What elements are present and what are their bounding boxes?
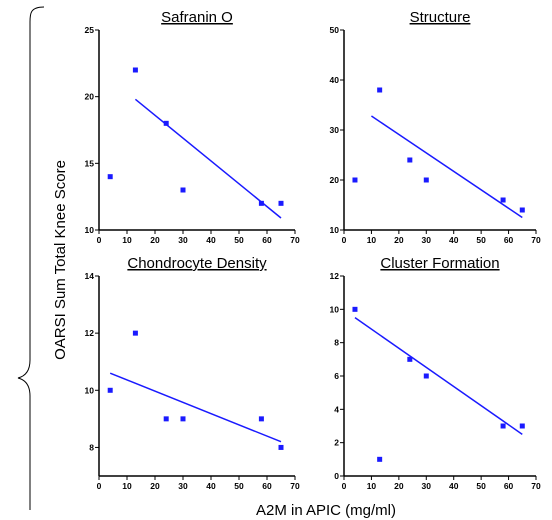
- data-point: [132, 67, 138, 73]
- y-tick-label: 20: [85, 92, 95, 102]
- x-tick-label: 30: [422, 481, 432, 491]
- x-tick-label: 10: [367, 481, 377, 491]
- data-point: [163, 416, 169, 422]
- x-tick-label: 20: [150, 481, 160, 491]
- x-tick-label: 70: [531, 481, 541, 491]
- x-tick-label: 20: [394, 235, 404, 245]
- data-point: [500, 423, 506, 429]
- data-point: [258, 200, 264, 206]
- y-tick-label: 15: [85, 158, 95, 168]
- y-tick-label: 8: [334, 338, 339, 348]
- panel-title: Chondrocyte Density: [127, 255, 267, 272]
- x-tick-label: 30: [178, 481, 188, 491]
- x-tick-label: 0: [97, 481, 102, 491]
- x-tick-label: 50: [234, 481, 244, 491]
- data-point: [407, 157, 413, 163]
- x-axis-label: A2M in APIC (mg/ml): [256, 502, 396, 519]
- x-tick-label: 20: [150, 235, 160, 245]
- y-tick-label: 0: [334, 471, 339, 481]
- x-tick-label: 0: [342, 235, 347, 245]
- panel-title: Structure: [410, 9, 471, 26]
- y-tick-label: 10: [85, 385, 95, 395]
- y-tick-label: 14: [85, 271, 95, 281]
- data-point: [352, 177, 358, 183]
- trend-line: [371, 115, 523, 219]
- x-tick-label: 60: [262, 481, 272, 491]
- x-tick-label: 0: [97, 235, 102, 245]
- data-point: [180, 416, 186, 422]
- y-tick-label: 30: [330, 125, 340, 135]
- x-tick-label: 40: [449, 235, 459, 245]
- x-tick-label: 30: [422, 235, 432, 245]
- data-point: [132, 330, 138, 336]
- trend-line: [134, 98, 282, 219]
- curly-brace: [17, 6, 45, 510]
- data-point: [500, 197, 506, 203]
- x-tick-label: 10: [367, 235, 377, 245]
- y-tick-label: 40: [330, 75, 340, 85]
- x-tick-label: 30: [178, 235, 188, 245]
- data-point: [423, 177, 429, 183]
- x-tick-label: 50: [476, 235, 486, 245]
- y-tick-label: 4: [334, 404, 339, 414]
- x-tick-label: 40: [449, 481, 459, 491]
- data-point: [278, 200, 284, 206]
- x-tick-label: 50: [234, 235, 244, 245]
- x-tick-label: 60: [504, 235, 514, 245]
- x-tick-label: 10: [122, 481, 132, 491]
- x-tick-label: 70: [531, 235, 541, 245]
- y-tick-label: 8: [89, 442, 94, 452]
- x-tick-label: 60: [504, 481, 514, 491]
- data-point: [352, 306, 358, 312]
- data-point: [519, 207, 525, 213]
- y-tick-label: 10: [330, 304, 340, 314]
- data-point: [278, 444, 284, 450]
- y-tick-label: 20: [330, 175, 340, 185]
- panels: Safranin O0 10 20 30 40 50 60 7010152025Structu…: [85, 9, 541, 491]
- y-tick-label: 10: [330, 225, 340, 235]
- data-point: [258, 416, 264, 422]
- panel-title: Safranin O: [161, 9, 233, 26]
- x-tick-label: 50: [476, 481, 486, 491]
- data-point: [107, 174, 113, 180]
- y-tick-label: 6: [334, 371, 339, 381]
- data-point: [519, 423, 525, 429]
- y-axis-label: OARSI Sum Total Knee Score: [52, 160, 69, 360]
- y-tick-label: 2: [334, 438, 339, 448]
- y-tick-label: 25: [85, 25, 95, 35]
- trend-line: [354, 317, 523, 435]
- x-tick-label: 10: [122, 235, 132, 245]
- data-point: [377, 87, 383, 93]
- y-tick-label: 50: [330, 25, 340, 35]
- data-point: [180, 187, 186, 193]
- panel-3: Chondrocyte Density 0 10 20 30 40 50 60 70 8 10 12 1…: [85, 255, 300, 491]
- data-point: [107, 387, 113, 393]
- data-point: [377, 456, 383, 462]
- x-tick-label: 60: [262, 235, 272, 245]
- data-point: [163, 120, 169, 126]
- data-point: [423, 373, 429, 379]
- y-tick-label: 10: [85, 225, 95, 235]
- trend-line: [109, 372, 282, 443]
- panel-4: Cluster Formation 0 10 20 30 40 50 60 70 0 2 4 6 8 10 1…: [330, 255, 541, 491]
- y-tick-label: 12: [85, 328, 95, 338]
- x-tick-label: 20: [394, 481, 404, 491]
- x-tick-label: 70: [290, 235, 300, 245]
- x-tick-label: 40: [206, 481, 216, 491]
- x-tick-label: 40: [206, 235, 216, 245]
- y-tick-label: 12: [330, 271, 340, 281]
- x-tick-label: 70: [290, 481, 300, 491]
- data-point: [407, 356, 413, 362]
- panel-title: Cluster Formation: [380, 255, 499, 272]
- x-tick-label: 0: [342, 481, 347, 491]
